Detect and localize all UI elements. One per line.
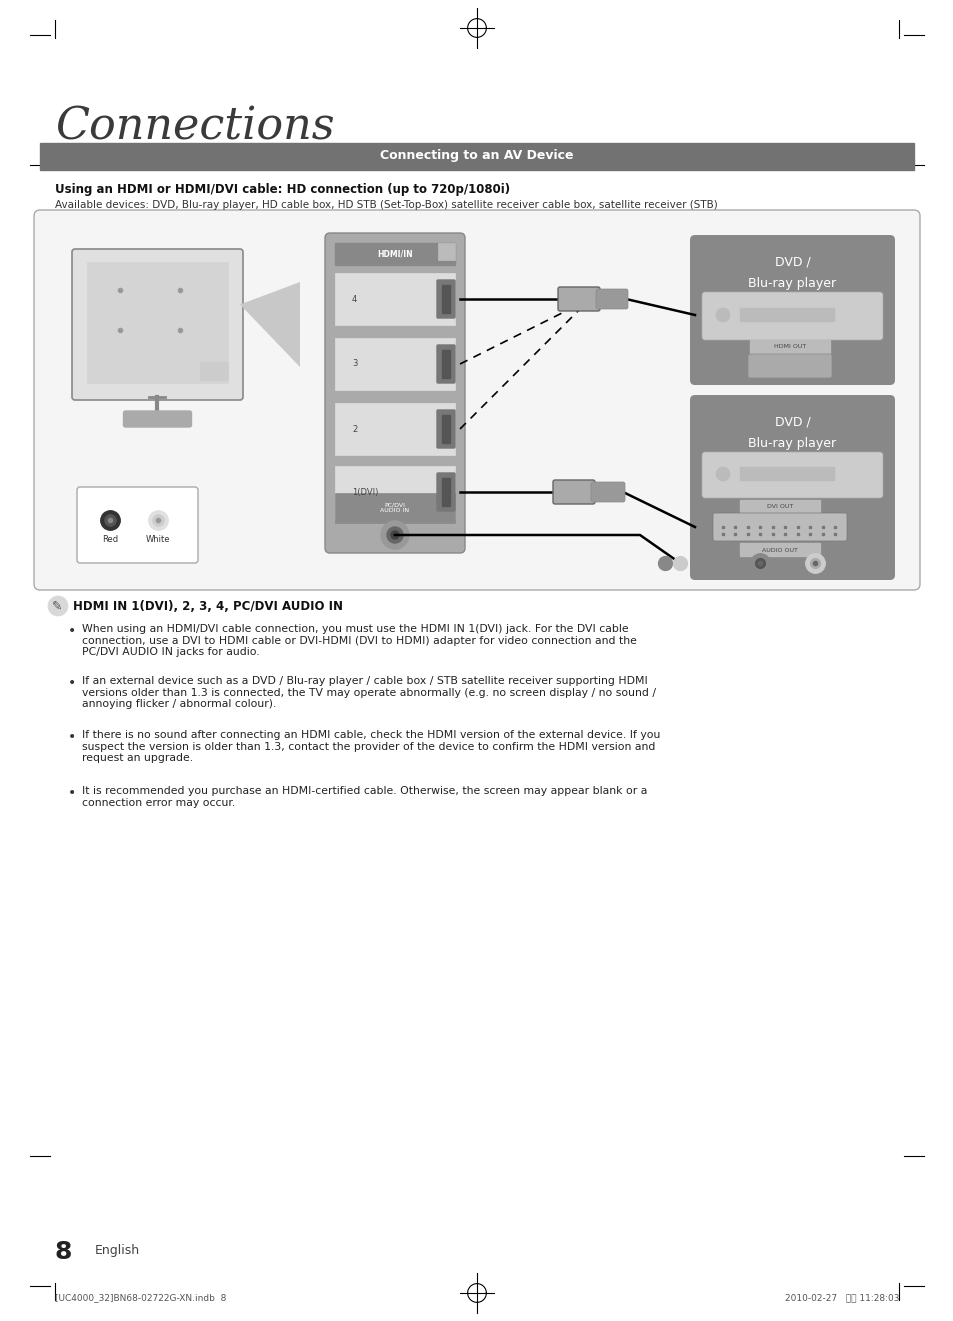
Text: When using an HDMI/DVI cable connection, you must use the HDMI IN 1(DVI) jack. F: When using an HDMI/DVI cable connection,… — [82, 624, 637, 658]
Bar — [441, 285, 450, 313]
Text: AUDIO OUT: AUDIO OUT — [761, 547, 797, 552]
Text: •: • — [68, 624, 76, 638]
Text: DVI OUT: DVI OUT — [766, 505, 792, 510]
Text: White: White — [146, 535, 170, 544]
Text: It is recommended you purchase an HDMI-certified cable. Otherwise, the screen ma: It is recommended you purchase an HDMI-c… — [82, 786, 647, 807]
FancyBboxPatch shape — [689, 235, 894, 384]
Circle shape — [716, 308, 729, 322]
Text: •: • — [68, 786, 76, 801]
Text: 8: 8 — [55, 1240, 72, 1264]
Text: Blu-ray player: Blu-ray player — [748, 437, 836, 450]
Bar — [740, 468, 834, 481]
Text: •: • — [68, 676, 76, 690]
FancyBboxPatch shape — [71, 248, 243, 400]
Bar — [749, 339, 829, 354]
Text: •: • — [68, 731, 76, 744]
Bar — [740, 308, 834, 322]
Text: If there is no sound after connecting an HDMI cable, check the HDMI version of t: If there is no sound after connecting an… — [82, 731, 659, 764]
Bar — [437, 243, 455, 260]
Bar — [740, 501, 820, 513]
FancyBboxPatch shape — [558, 287, 599, 310]
Polygon shape — [240, 281, 299, 367]
FancyBboxPatch shape — [712, 513, 846, 542]
Text: HDMI IN 1(DVI), 2, 3, 4, PC/DVI AUDIO IN: HDMI IN 1(DVI), 2, 3, 4, PC/DVI AUDIO IN — [73, 600, 343, 613]
Circle shape — [716, 468, 729, 481]
Text: Red: Red — [102, 535, 118, 544]
Bar — [740, 543, 820, 556]
Text: HDMI OUT: HDMI OUT — [773, 345, 805, 350]
FancyBboxPatch shape — [436, 280, 455, 318]
FancyBboxPatch shape — [701, 452, 882, 498]
Text: 4: 4 — [352, 295, 356, 304]
FancyBboxPatch shape — [596, 289, 627, 309]
Circle shape — [380, 520, 409, 550]
Text: [UC4000_32]BN68-02722G-XN.indb  8: [UC4000_32]BN68-02722G-XN.indb 8 — [55, 1293, 226, 1303]
FancyBboxPatch shape — [123, 411, 192, 427]
Text: Connections: Connections — [55, 104, 335, 148]
FancyBboxPatch shape — [590, 482, 624, 502]
Circle shape — [387, 527, 402, 543]
Bar — [335, 466, 455, 518]
Text: 1(DVI): 1(DVI) — [352, 487, 378, 497]
Text: Available devices: DVD, Blu-ray player, HD cable box, HD STB (Set-Top-Box) satel: Available devices: DVD, Blu-ray player, … — [55, 199, 717, 210]
Text: DVD /: DVD / — [774, 416, 809, 428]
Text: 2010-02-27   오전 11:28:03: 2010-02-27 오전 11:28:03 — [784, 1293, 899, 1303]
Bar — [335, 493, 455, 523]
Circle shape — [48, 596, 68, 616]
Text: Connecting to an AV Device: Connecting to an AV Device — [380, 149, 573, 162]
FancyBboxPatch shape — [689, 395, 894, 580]
Bar — [335, 403, 455, 454]
Bar — [335, 338, 455, 390]
FancyBboxPatch shape — [34, 210, 919, 590]
Circle shape — [391, 531, 398, 539]
FancyBboxPatch shape — [553, 480, 595, 505]
Text: DVD /: DVD / — [774, 255, 809, 268]
Text: English: English — [95, 1244, 140, 1258]
Text: 3: 3 — [352, 359, 357, 369]
Bar — [335, 243, 455, 266]
Bar — [441, 350, 450, 378]
Text: PC/DVI
AUDIO IN: PC/DVI AUDIO IN — [380, 502, 409, 514]
Text: Blu-ray player: Blu-ray player — [748, 277, 836, 291]
FancyBboxPatch shape — [436, 473, 455, 511]
FancyBboxPatch shape — [747, 354, 831, 378]
Text: HDMI/IN: HDMI/IN — [376, 250, 413, 259]
FancyBboxPatch shape — [325, 232, 464, 553]
Bar — [441, 478, 450, 506]
Text: If an external device such as a DVD / Blu-ray player / cable box / STB satellite: If an external device such as a DVD / Bl… — [82, 676, 656, 709]
Bar — [441, 415, 450, 443]
FancyBboxPatch shape — [436, 410, 455, 448]
FancyBboxPatch shape — [436, 345, 455, 383]
Bar — [40, 143, 913, 170]
FancyBboxPatch shape — [701, 292, 882, 339]
Bar — [87, 262, 228, 383]
Text: 2: 2 — [352, 424, 356, 433]
Text: ✎: ✎ — [51, 600, 62, 613]
FancyBboxPatch shape — [77, 487, 198, 563]
Bar — [335, 273, 455, 325]
Text: Using an HDMI or HDMI/DVI cable: HD connection (up to 720p/1080i): Using an HDMI or HDMI/DVI cable: HD conn… — [55, 184, 510, 196]
Bar — [200, 362, 228, 380]
